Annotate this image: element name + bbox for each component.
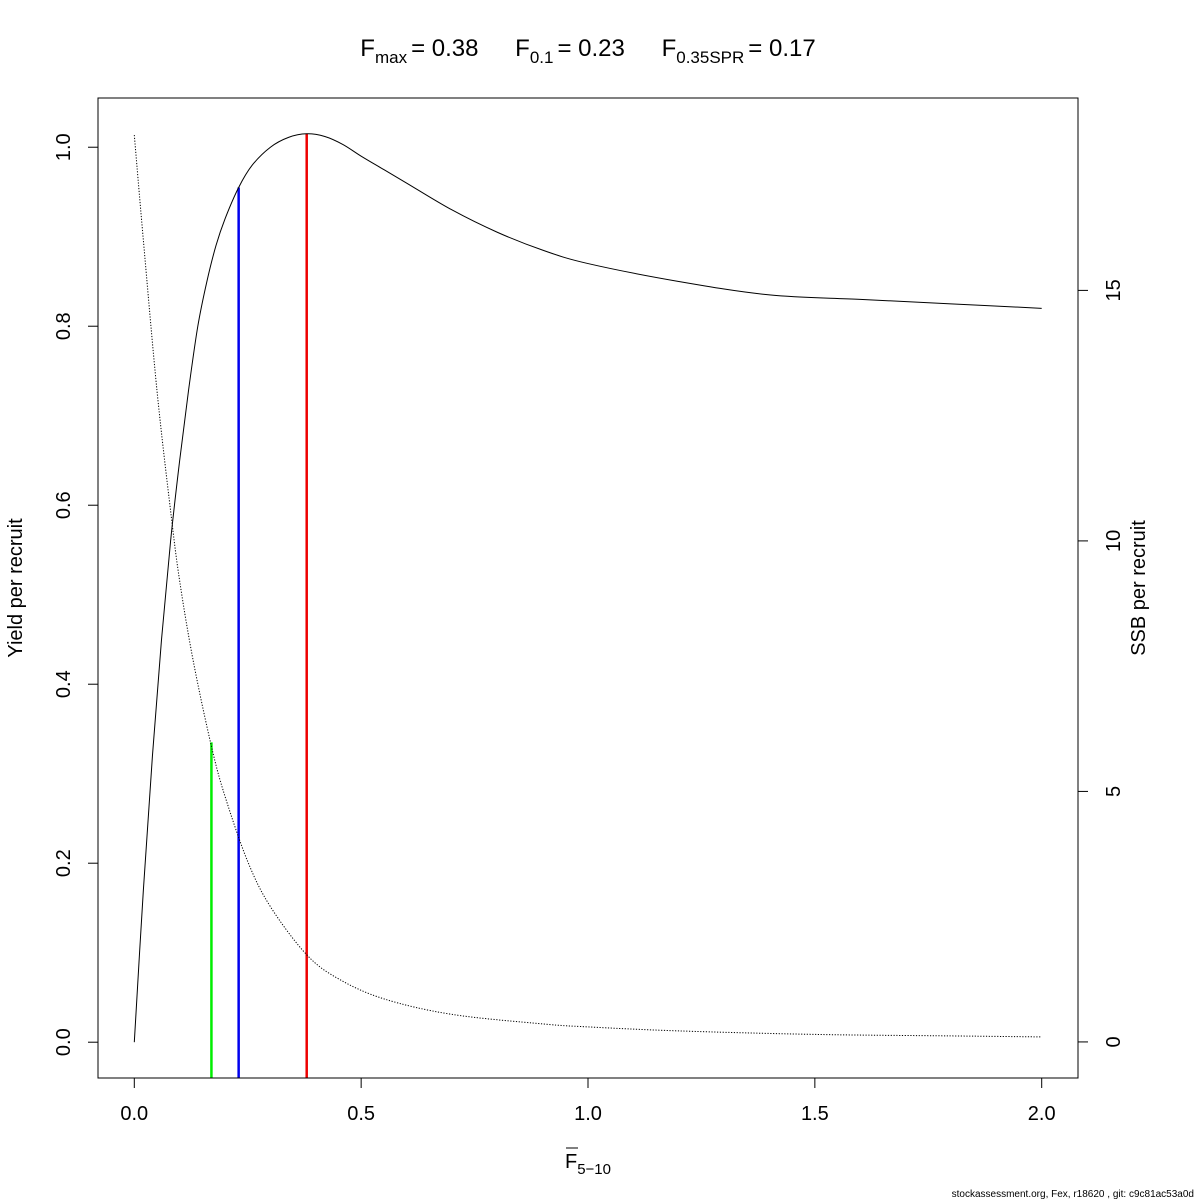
y-axis-right: 0 5 10 15 bbox=[1077, 279, 1125, 1047]
title-fspr-sub: 0.35SPR bbox=[676, 48, 744, 67]
plot-frame bbox=[97, 97, 1079, 1079]
curves bbox=[133, 133, 1042, 1043]
y-left-tick-label: 1.0 bbox=[53, 133, 75, 161]
x-tick-label: 1.0 bbox=[574, 1103, 602, 1125]
title-fmax-value: = 0.38 bbox=[411, 35, 478, 62]
reference-lines bbox=[210, 133, 308, 1078]
ssb-per-recruit-curve bbox=[133, 135, 1042, 1038]
x-axis: 0.0 0.5 1.0 1.5 2.0 bbox=[120, 1077, 1056, 1125]
footer-text: stockassessment.org, Fex, r18620 , git: … bbox=[952, 1189, 1194, 1200]
y-axis-left: 0.0 0.2 0.4 0.6 0.8 1.0 bbox=[53, 133, 99, 1056]
x-tick-label: 1.5 bbox=[801, 1103, 829, 1125]
title-f01-sub: 0.1 bbox=[530, 48, 554, 67]
chart-title: Fmax = 0.38 F0.1 = 0.23 F0.35SPR = 0.17 bbox=[360, 35, 815, 67]
y-right-tick-label: 10 bbox=[1103, 530, 1125, 552]
yield-per-recruit-curve bbox=[133, 133, 1042, 1043]
y-right-tick-label: 5 bbox=[1103, 786, 1125, 797]
y-left-tick-label: 0.4 bbox=[53, 670, 75, 698]
title-f01-value: = 0.23 bbox=[557, 35, 624, 62]
y-left-tick-label: 0.0 bbox=[53, 1028, 75, 1056]
x-tick-label: 0.0 bbox=[120, 1103, 148, 1125]
y-right-tick-label: 0 bbox=[1103, 1036, 1125, 1047]
y-axis-label-left: Yield per recruit bbox=[5, 518, 27, 658]
y-left-tick-label: 0.2 bbox=[53, 849, 75, 877]
title-fspr-value: = 0.17 bbox=[748, 35, 815, 62]
title-f01-symbol: F bbox=[515, 35, 530, 62]
title-fmax-sub: max bbox=[375, 48, 408, 67]
x-tick-label: 2.0 bbox=[1028, 1103, 1056, 1125]
y-axis-label-right: SSB per recruit bbox=[1128, 520, 1150, 656]
x-axis-label-sub: 5−10 bbox=[577, 1161, 611, 1178]
title-fmax-symbol: F bbox=[360, 35, 375, 62]
x-axis-label: F5−10 bbox=[565, 1151, 611, 1178]
x-axis-label-symbol: F bbox=[565, 1151, 577, 1173]
x-tick-label: 0.5 bbox=[347, 1103, 375, 1125]
y-right-tick-label: 15 bbox=[1103, 279, 1125, 301]
y-left-tick-label: 0.8 bbox=[53, 312, 75, 340]
title-fspr-symbol: F bbox=[662, 35, 677, 62]
y-left-tick-label: 0.6 bbox=[53, 491, 75, 519]
